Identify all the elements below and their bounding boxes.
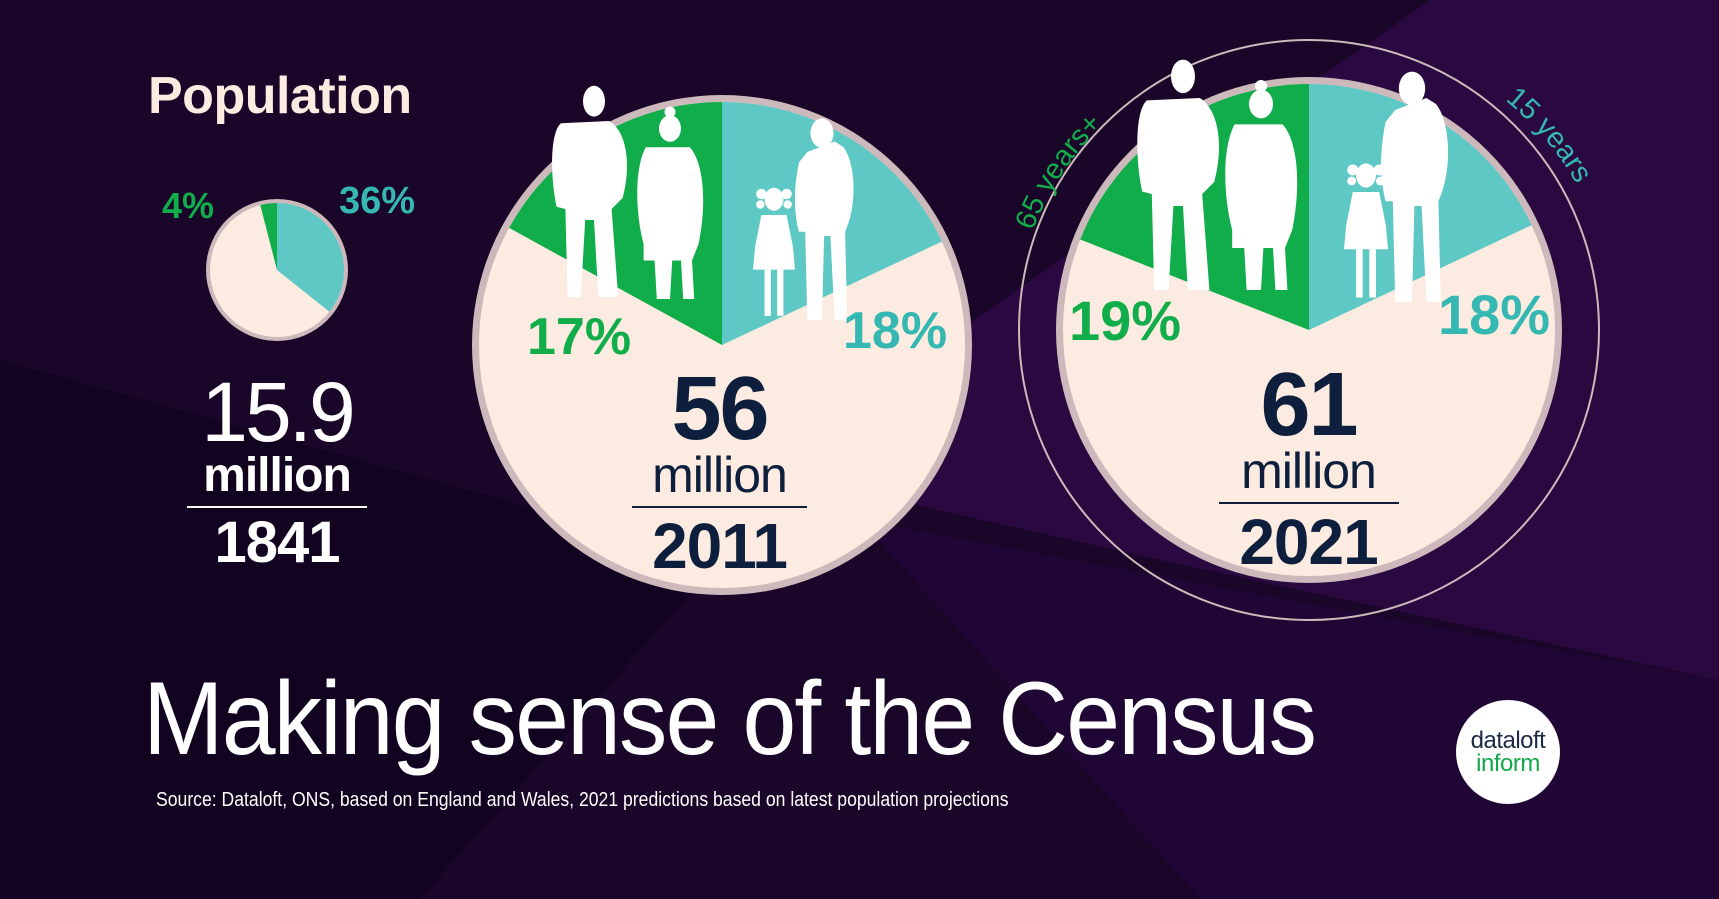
logo-line2: inform bbox=[1476, 750, 1540, 777]
stat-2021: 61 million 2021 bbox=[1216, 360, 1401, 574]
stat-2011: 56 million 2011 bbox=[627, 364, 812, 578]
year-1841: 1841 bbox=[214, 510, 340, 575]
pie-2011 bbox=[472, 85, 972, 595]
source-note: Source: Dataloft, ONS, based on England … bbox=[156, 789, 1009, 811]
population-2021: 61 bbox=[1260, 355, 1358, 455]
pct-65-plus-2021: 19% bbox=[1069, 289, 1182, 352]
pie-1841 bbox=[206, 199, 348, 341]
divider-1841 bbox=[187, 506, 367, 508]
logo-line1: dataloft bbox=[1470, 727, 1546, 754]
year-2021: 2021 bbox=[1239, 506, 1378, 578]
pct-under-15-2011: 18% bbox=[843, 302, 948, 360]
stat-1841: 15.9 million 1841 bbox=[187, 370, 367, 572]
year-2011: 2011 bbox=[652, 510, 788, 582]
unit-1841: million bbox=[203, 449, 352, 502]
pie-2021 bbox=[1018, 39, 1600, 621]
dataloft-logo: dataloft inform bbox=[1456, 700, 1560, 804]
pct-65-plus-2011: 17% bbox=[527, 308, 632, 366]
unit-2021: million bbox=[1241, 443, 1377, 499]
section-title: Population bbox=[148, 67, 412, 125]
infographic-title: Making sense of the Census bbox=[143, 661, 1317, 777]
pct-under-15-1841: 36% bbox=[339, 180, 416, 222]
population-1841: 15.9 bbox=[201, 365, 356, 459]
unit-2011: million bbox=[652, 447, 788, 503]
divider-2011 bbox=[632, 506, 807, 508]
pct-under-15-2021: 18% bbox=[1438, 283, 1551, 346]
population-2011: 56 bbox=[671, 359, 769, 459]
divider-2021 bbox=[1218, 502, 1399, 504]
pct-65-plus-1841: 4% bbox=[162, 185, 215, 226]
